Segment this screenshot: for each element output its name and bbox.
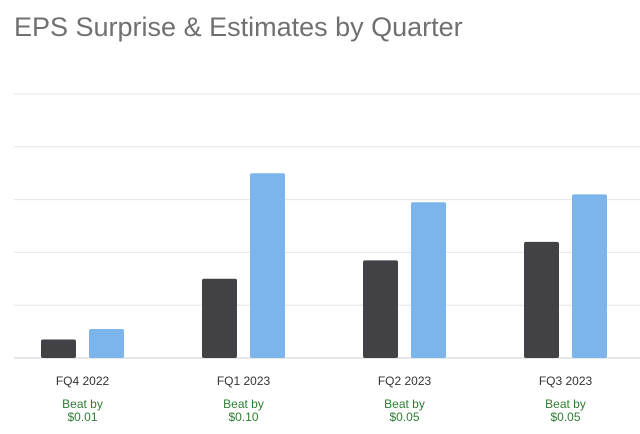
category-labels: FQ4 2022 FQ1 2023 FQ2 2023 FQ3 2023	[56, 374, 593, 388]
chart-title: EPS Surprise & Estimates by Quarter	[14, 12, 463, 42]
beat-label-amount: $0.10	[228, 410, 258, 424]
bar-actual-0	[41, 339, 76, 358]
category-label: FQ2 2023	[378, 374, 432, 388]
category-label: FQ3 2023	[539, 374, 593, 388]
bar-actual-1	[202, 278, 237, 358]
beat-label-line1: Beat by	[545, 397, 586, 411]
category-label: FQ4 2022	[56, 374, 110, 388]
bar-actual-3	[524, 241, 559, 358]
beat-label-amount: $0.05	[389, 410, 419, 424]
beat-label-line1: Beat by	[384, 397, 425, 411]
bar-estimate-2	[411, 202, 446, 358]
beat-label-line1: Beat by	[223, 397, 264, 411]
bar-actual-2	[363, 260, 398, 358]
bars	[41, 173, 607, 358]
beat-label-amount: $0.01	[67, 410, 97, 424]
bar-estimate-3	[572, 194, 607, 358]
beat-label-line1: Beat by	[62, 397, 103, 411]
bar-estimate-1	[250, 173, 285, 358]
bar-estimate-0	[89, 328, 124, 358]
category-label: FQ1 2023	[217, 374, 271, 388]
beat-label-amount: $0.05	[550, 410, 580, 424]
